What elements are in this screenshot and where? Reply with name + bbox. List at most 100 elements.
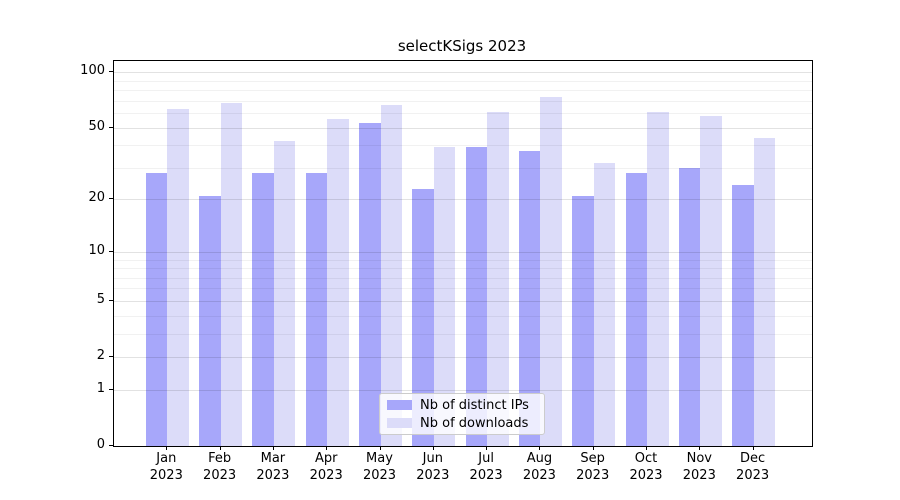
x-tick-year: 2023	[203, 467, 237, 483]
legend-item-distinct-ips: Nb of distinct IPs	[387, 398, 537, 413]
gridline-major	[114, 300, 812, 302]
x-tick-label-apr: Apr 2023	[296, 451, 356, 484]
x-tick-mark	[699, 446, 701, 450]
bar-nb-of-downloads-oct	[647, 111, 669, 446]
bar-nb-of-distinct-ips-jul	[465, 147, 488, 446]
bar-nb-of-distinct-ips-jun	[412, 188, 434, 446]
x-tick-month: Sep	[580, 451, 605, 466]
bar-nb-of-distinct-ips-jan	[145, 173, 168, 446]
bar-nb-of-downloads-nov	[700, 115, 722, 446]
y-tick-mark	[109, 445, 113, 446]
gridline-minor	[114, 167, 812, 169]
bar-nb-of-distinct-ips-aug	[518, 151, 541, 446]
x-tick-label-jan: Jan 2023	[136, 451, 196, 484]
bar-nb-of-downloads-apr	[327, 118, 349, 446]
y-tick-label: 2	[96, 348, 105, 364]
x-tick-label-sep: Sep 2023	[563, 451, 623, 484]
x-tick-label-may: May 2023	[350, 451, 410, 484]
x-tick-label-mar: Mar 2023	[243, 451, 303, 484]
x-tick-month: Jan	[156, 451, 177, 466]
x-tick-month: Apr	[314, 451, 338, 466]
y-tick-mark	[109, 71, 113, 73]
x-tick-month: Feb	[208, 451, 232, 466]
x-tick-month: Aug	[526, 451, 553, 466]
bar-nb-of-distinct-ips-dec	[732, 185, 754, 446]
x-tick-mark	[432, 446, 434, 450]
x-tick-label-aug: Aug 2023	[509, 451, 569, 484]
x-tick-mark	[752, 446, 754, 450]
x-tick-mark	[166, 446, 168, 450]
bar-nb-of-distinct-ips-nov	[678, 167, 701, 446]
gridline-minor	[114, 333, 812, 335]
y-tick-label: 20	[88, 190, 105, 206]
x-tick-year: 2023	[736, 467, 770, 483]
gridline-minor	[114, 145, 812, 147]
bar-nb-of-distinct-ips-feb	[199, 195, 221, 446]
x-tick-mark	[379, 446, 381, 450]
y-tick-label: 5	[96, 291, 105, 307]
y-tick-mark	[109, 356, 113, 358]
bar-nb-of-downloads-jul	[487, 111, 509, 446]
x-tick-label-feb: Feb 2023	[190, 451, 250, 484]
x-tick-mark	[272, 446, 274, 450]
x-tick-month: Oct	[634, 451, 658, 466]
legend-item-downloads: Nb of downloads	[387, 416, 537, 431]
bar-nb-of-downloads-feb	[220, 103, 243, 446]
legend: Nb of distinct IPs Nb of downloads	[379, 393, 545, 435]
x-tick-month: Jul	[478, 451, 494, 466]
bar-nb-of-downloads-jun	[433, 147, 456, 446]
gridline-minor	[114, 80, 812, 82]
gridline-minor	[114, 315, 812, 317]
bar-nb-of-distinct-ips-oct	[625, 173, 647, 446]
gridline-minor	[114, 268, 812, 270]
y-tick-label: 50	[88, 118, 105, 134]
x-tick-year: 2023	[682, 467, 716, 483]
x-tick-mark	[326, 446, 328, 450]
bar-nb-of-downloads-mar	[273, 141, 296, 446]
x-tick-label-oct: Oct 2023	[616, 451, 676, 484]
x-tick-label-jul: Jul 2023	[456, 451, 516, 484]
y-tick-label: 10	[88, 242, 105, 258]
y-tick-label: 1	[96, 380, 105, 396]
bar-nb-of-downloads-jan	[167, 109, 189, 446]
x-tick-year: 2023	[149, 467, 183, 483]
gridline-major	[114, 357, 812, 359]
bar-nb-of-distinct-ips-apr	[305, 173, 328, 446]
x-tick-mark	[219, 446, 221, 450]
y-tick-mark	[109, 198, 113, 200]
x-tick-month: Dec	[740, 451, 766, 466]
legend-label-distinct-ips: Nb of distinct IPs	[420, 397, 529, 413]
x-tick-year: 2023	[309, 467, 343, 483]
bar-nb-of-distinct-ips-mar	[252, 173, 274, 446]
x-tick-month: Mar	[260, 451, 286, 466]
x-tick-year: 2023	[629, 467, 663, 483]
x-tick-year: 2023	[416, 467, 450, 483]
gridline-major	[114, 72, 812, 74]
x-tick-mark	[486, 446, 488, 450]
gridline-minor	[114, 259, 812, 261]
x-tick-year: 2023	[469, 467, 503, 483]
chart-title: selectKSigs 2023	[397, 37, 527, 55]
plot-area	[113, 60, 813, 447]
y-tick-label: 100	[80, 63, 105, 79]
gridline-minor	[114, 288, 812, 290]
bar-nb-of-downloads-dec	[753, 137, 776, 446]
x-tick-mark	[539, 446, 541, 450]
y-tick-mark	[109, 126, 113, 128]
gridline-minor	[114, 100, 812, 102]
bar-nb-of-downloads-aug	[540, 97, 562, 446]
x-tick-year: 2023	[576, 467, 610, 483]
gridline-major	[114, 389, 812, 391]
x-tick-year: 2023	[362, 467, 397, 483]
bar-nb-of-downloads-sep	[593, 162, 616, 446]
x-tick-mark	[646, 446, 647, 450]
y-tick-mark	[109, 250, 113, 252]
gridline-minor	[114, 90, 812, 92]
gridline-minor	[114, 277, 812, 279]
x-tick-month: May	[366, 451, 393, 466]
bar-nb-of-distinct-ips-may	[359, 122, 381, 446]
x-tick-label-dec: Dec 2023	[723, 451, 783, 484]
legend-swatch-downloads	[387, 418, 412, 428]
legend-label-downloads: Nb of downloads	[420, 415, 529, 431]
